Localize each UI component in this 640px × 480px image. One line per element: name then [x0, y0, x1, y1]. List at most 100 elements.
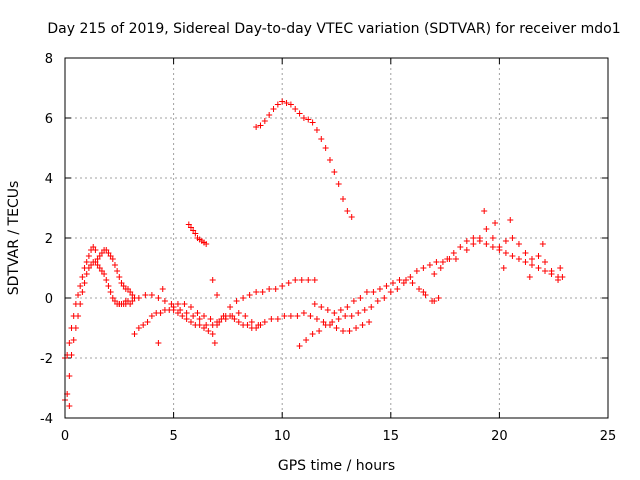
- data-point: [324, 307, 331, 313]
- data-point: [420, 289, 427, 295]
- data-point: [194, 310, 201, 316]
- data-point: [450, 250, 457, 256]
- data-point: [353, 325, 360, 331]
- data-point: [105, 283, 112, 289]
- x-tick-label: 25: [600, 429, 617, 444]
- data-point: [322, 145, 329, 151]
- series-track-g-evening: [311, 277, 442, 316]
- data-point: [470, 241, 477, 247]
- data-point: [476, 235, 483, 241]
- data-point: [268, 316, 275, 322]
- data-point: [203, 322, 210, 328]
- data-point: [489, 244, 496, 250]
- data-point: [111, 262, 118, 268]
- data-point: [303, 337, 310, 343]
- data-point: [322, 322, 329, 328]
- data-point: [431, 271, 438, 277]
- series-track-j-high: [253, 98, 355, 220]
- data-point: [374, 298, 381, 304]
- data-point: [452, 256, 459, 262]
- data-point: [92, 247, 99, 253]
- data-point: [340, 328, 347, 334]
- data-point: [205, 328, 212, 334]
- data-point: [140, 322, 147, 328]
- data-point: [259, 289, 266, 295]
- data-point: [116, 274, 123, 280]
- data-point: [207, 316, 214, 322]
- data-point: [203, 241, 210, 247]
- series-track-d-afternoon: [116, 277, 318, 325]
- data-point: [279, 283, 286, 289]
- series-track-i-night: [463, 226, 562, 283]
- data-point: [85, 253, 92, 259]
- grid-lines: [65, 58, 608, 418]
- data-point: [174, 301, 181, 307]
- data-point: [144, 319, 151, 325]
- data-point: [370, 289, 377, 295]
- data-point: [309, 119, 316, 126]
- data-point: [292, 106, 299, 112]
- data-point: [209, 322, 216, 328]
- axis-ticks: 0 5 10 15 20 25 -4 -2 0 2 4 6 8: [40, 52, 616, 444]
- data-point: [253, 124, 260, 130]
- data-point: [177, 307, 184, 313]
- data-point: [70, 313, 77, 319]
- data-point: [190, 313, 197, 319]
- data-point: [376, 286, 383, 292]
- data-point: [368, 304, 375, 310]
- data-point: [274, 316, 281, 322]
- data-point: [333, 325, 340, 331]
- data-point: [348, 214, 355, 220]
- data-point: [79, 274, 86, 280]
- data-point: [75, 292, 82, 298]
- data-point: [131, 331, 138, 337]
- data-point: [350, 298, 357, 304]
- data-point: [257, 122, 264, 129]
- data-point: [481, 208, 488, 214]
- data-point: [196, 316, 203, 322]
- data-point: [528, 262, 535, 268]
- data-point: [227, 304, 234, 310]
- data-point: [542, 259, 549, 265]
- y-tick-label: 2: [45, 232, 53, 247]
- data-point: [313, 127, 320, 133]
- data-point: [68, 325, 75, 331]
- data-point: [296, 343, 303, 349]
- data-point: [305, 116, 312, 123]
- data-point: [407, 274, 414, 280]
- data-point: [348, 313, 355, 319]
- data-point: [492, 220, 499, 226]
- data-point: [81, 265, 88, 271]
- data-point: [298, 277, 305, 283]
- data-point: [79, 289, 86, 295]
- data-point: [515, 241, 522, 247]
- data-point: [344, 304, 351, 310]
- data-point: [183, 310, 190, 316]
- data-point: [161, 298, 168, 304]
- data-point: [318, 136, 325, 142]
- data-point: [431, 298, 438, 304]
- data-point: [396, 277, 403, 283]
- data-point: [426, 262, 433, 268]
- data-point: [502, 250, 509, 256]
- data-point: [387, 289, 394, 295]
- data-point: [528, 256, 535, 262]
- data-point: [155, 340, 162, 346]
- data-point: [509, 235, 516, 241]
- data-point: [318, 304, 325, 310]
- data-point: [81, 280, 88, 286]
- data-point: [311, 301, 318, 307]
- data-point: [266, 286, 273, 292]
- x-axis-label: GPS time / hours: [278, 458, 395, 474]
- data-point: [281, 313, 288, 319]
- y-axis-label: SDTVAR / TECUs: [6, 181, 22, 296]
- series-track-h-night: [431, 235, 566, 280]
- data-point: [539, 241, 546, 247]
- data-point: [233, 298, 240, 304]
- data-point: [107, 289, 114, 295]
- data-point: [535, 253, 542, 259]
- data-point: [83, 259, 90, 265]
- data-point: [535, 265, 542, 271]
- data-point: [214, 292, 221, 298]
- data-point: [157, 310, 164, 316]
